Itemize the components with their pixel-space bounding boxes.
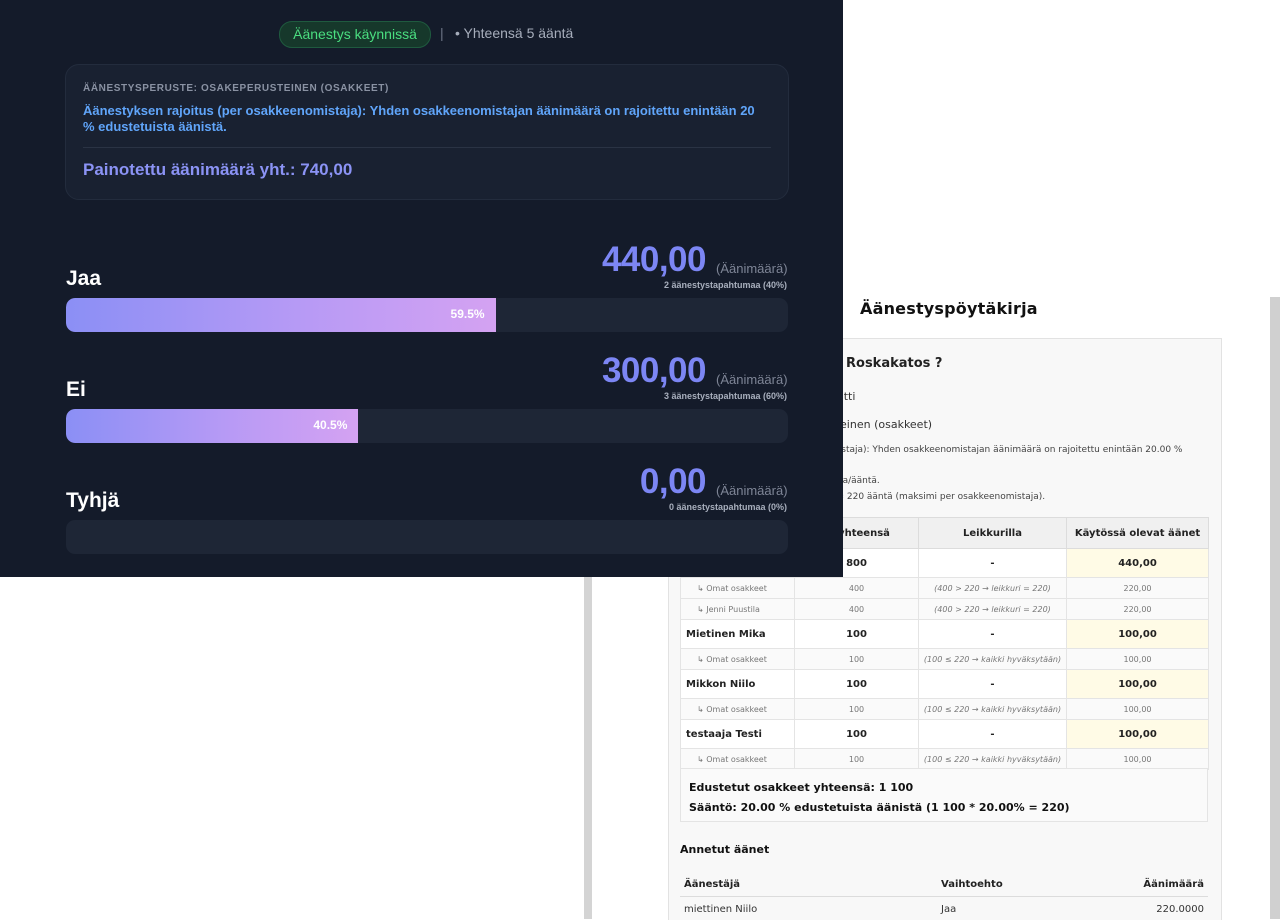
option-unit: (Äänimäärä) (716, 483, 788, 498)
votes-header-choice: Vaihtoehto (941, 879, 1003, 890)
voting-basis-title: ÄÄNESTYSPERUSTE: OSAKEPERUSTEINEN (OSAKK… (83, 83, 389, 94)
cell-total: 100 (794, 619, 919, 649)
cell-cut: (100 ≤ 220 → kaikki hyväksytään) (918, 748, 1067, 770)
cell-cut: (400 > 220 → leikkuri = 220) (918, 598, 1067, 620)
table-subrow: ↳ Omat osakkeet 400 (400 > 220 → leikkuri … (680, 577, 1209, 599)
cell-total: 100 (794, 698, 919, 720)
cell-used: 100,00 (1066, 619, 1209, 649)
cell-cut: (100 ≤ 220 → kaikki hyväksytään) (918, 648, 1067, 670)
cell-used: 220,00 (1066, 598, 1209, 620)
cell-total: 100 (794, 719, 919, 749)
cell-used: 100,00 (1066, 698, 1209, 720)
cell-name: ↳ Omat osakkeet (680, 648, 795, 670)
option-events-jaa: 2 äänestystapahtumaa (40%) (663, 280, 787, 290)
table-subrow: ↳ Jenni Puustila 400 (400 > 220 → leikkuri… (680, 598, 1209, 620)
document-meta-line: › = 220 ääntä (maksimi per osakkeenomist… (830, 492, 1046, 502)
total-votes-count: • Yhteensä 5 ääntä (455, 25, 574, 41)
status-badge: Äänestys käynnissä (279, 21, 431, 48)
voting-limit-text: Äänestyksen rajoitus (per osakkeenomista… (83, 103, 755, 134)
cell-name: Mietinen Mika (680, 619, 795, 649)
progress-percent-ei: 40.5% (313, 418, 348, 432)
votes-header-amount: Äänimäärä (1143, 879, 1204, 890)
option-unit: (Äänimäärä) (716, 261, 788, 276)
votes-section-title: Annetut äänet (680, 843, 770, 856)
cell-used: 440,00 (1066, 548, 1209, 578)
progress-fill-jaa: 59.5% (66, 298, 496, 332)
progress-track-ei: 40.5% (66, 409, 788, 443)
table-header: Leikkurilla (918, 517, 1067, 549)
cell-total: 100 (794, 648, 919, 670)
cell-cut: - (918, 619, 1067, 649)
cell-name: ↳ Omat osakkeet (680, 577, 795, 599)
cell-used: 220,00 (1066, 577, 1209, 599)
cell-name: ↳ Jenni Puustila (680, 598, 795, 620)
cell-name: Mikkon Niilo (680, 669, 795, 699)
divider (83, 147, 771, 148)
cell-cut: - (918, 719, 1067, 749)
document-scrollbar[interactable] (1270, 297, 1280, 919)
weighted-total: Painotettu äänimäärä yht.: 740,00 (83, 160, 353, 179)
cell-cut: - (918, 669, 1067, 699)
vote-voter: miettinen Niilo (684, 904, 758, 915)
table-row: testaaja Testi 100-100,00 (680, 719, 1209, 749)
progress-fill-ei: 40.5% (66, 409, 359, 443)
vote-amount: 220.0000 (1156, 904, 1204, 915)
cell-total: 100 (794, 748, 919, 770)
cell-cut: (400 > 220 → leikkuri = 220) (918, 577, 1067, 599)
table-row: Mikkon Niilo 100-100,00 (680, 669, 1209, 699)
table-subrow: ↳ Omat osakkeet 100 (100 ≤ 220 → kaikki hy… (680, 748, 1209, 770)
cell-used: 100,00 (1066, 719, 1209, 749)
vote-choice: Jaa (941, 904, 957, 915)
cell-name: testaaja Testi (680, 719, 795, 749)
table-subrow: ↳ Omat osakkeet 100 (100 ≤ 220 → kaikki hy… (680, 698, 1209, 720)
option-events-ei: 3 äänestystapahtumaa (60%) (663, 391, 787, 401)
option-events-tyhja: 0 äänestystapahtumaa (0%) (668, 502, 787, 512)
option-value-ei: 300,00 (601, 351, 707, 390)
table-header: Käytössä olevat äänet (1066, 517, 1209, 549)
voting-basis-card: ÄÄNESTYSPERUSTE: OSAKEPERUSTEINEN (OSAKK… (65, 64, 789, 200)
cell-used: 100,00 (1066, 669, 1209, 699)
option-label-tyhja: Tyhjä (66, 489, 120, 512)
option-unit: (Äänimäärä) (716, 372, 788, 387)
summary-represented-shares: Edustetut osakkeet yhteensä: 1 100 (689, 781, 914, 794)
progress-track-jaa: 59.5% (66, 298, 788, 332)
summary-rule: Sääntö: 20.00 % edustetuista äänistä (1 … (689, 801, 1070, 814)
cell-cut: (100 ≤ 220 → kaikki hyväksytään) (918, 698, 1067, 720)
cell-cut: - (918, 548, 1067, 578)
document-summary: Edustetut osakkeet yhteensä: 1 100 Säänt… (680, 768, 1208, 822)
votes-table-header: Äänestäjä Vaihtoehto Äänimäärä (680, 872, 1208, 897)
option-value-jaa: 440,00 (601, 240, 707, 279)
cell-name: ↳ Omat osakkeet (680, 698, 795, 720)
cell-name: ↳ Omat osakkeet (680, 748, 795, 770)
progress-percent-jaa: 59.5% (450, 307, 485, 321)
progress-track-tyhja (66, 520, 788, 554)
option-value-tyhja: 0,00 (639, 462, 707, 501)
votes-header-voter: Äänestäjä (684, 879, 741, 890)
document-meta-line: steinen (osakkeet) (830, 418, 933, 431)
cell-used: 100,00 (1066, 648, 1209, 670)
status-separator: | (440, 25, 444, 41)
votes-table-row: miettinen Niilo Jaa 220.0000 (680, 897, 1208, 919)
document-question: Roskakatos ? (846, 356, 943, 371)
document-meta-line: etta/ääntä. (830, 476, 880, 486)
voting-results-panel: Äänestys käynnissä | • Yhteensä 5 ääntä … (0, 0, 843, 577)
table-subrow: ↳ Omat osakkeet 100 (100 ≤ 220 → kaikki hy… (680, 648, 1209, 670)
document-title: Äänestyspöytäkirja (860, 299, 1038, 318)
document-meta-line: mistaja): Yhden osakkeenomistajan äänimä… (830, 445, 1183, 455)
option-label-ei: Ei (66, 378, 86, 401)
table-row: Mietinen Mika 100-100,00 (680, 619, 1209, 649)
option-label-jaa: Jaa (66, 267, 102, 290)
cell-total: 100 (794, 669, 919, 699)
cell-total: 400 (794, 598, 919, 620)
cell-used: 100,00 (1066, 748, 1209, 770)
cell-total: 400 (794, 577, 919, 599)
